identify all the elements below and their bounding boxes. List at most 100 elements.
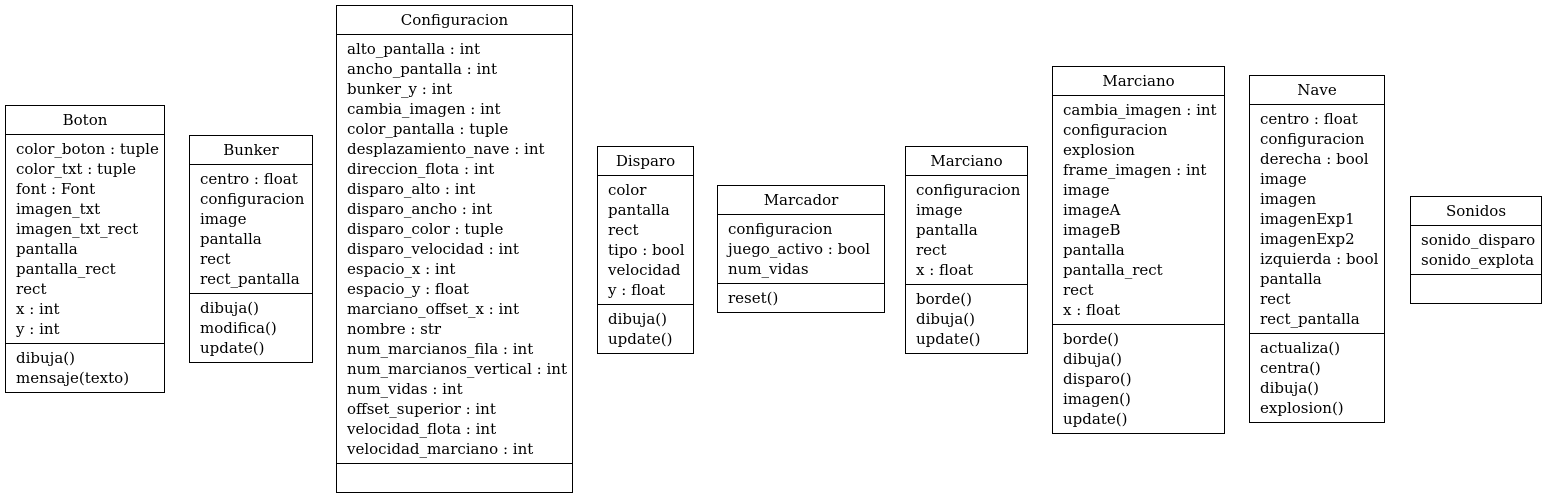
attribute: x : float [1063, 301, 1121, 319]
attribute: pantalla_rect [1063, 261, 1163, 279]
operation: update() [200, 339, 265, 357]
attribute: bunker_y : int [347, 80, 453, 98]
operation: reset() [728, 289, 779, 307]
attribute: rect [1063, 281, 1094, 299]
attribute: rect_pantalla [1260, 310, 1360, 328]
attribute: rect [608, 221, 639, 239]
attribute: imagen_txt [16, 200, 101, 218]
attribute: font : Font [16, 180, 96, 198]
attribute: imageB [1063, 221, 1121, 239]
operations-compartment: dibuja() modifica() update() [190, 294, 312, 362]
attribute: tipo : bool [608, 241, 685, 259]
attribute: espacio_y : float [347, 280, 469, 298]
class-name: Bunker [190, 136, 312, 165]
attribute: x : int [16, 300, 60, 318]
attribute: frame_imagen : int [1063, 161, 1207, 179]
class-configuracion: Configuracion alto_pantalla : int ancho_pa… [336, 5, 573, 493]
attribute: marciano_offset_x : int [347, 300, 519, 318]
attribute: centro : float [200, 170, 298, 188]
attribute: juego_activo : bool [728, 240, 871, 258]
attribute: cambia_imagen : int [1063, 101, 1217, 119]
attribute: pantalla [608, 201, 670, 219]
operations-compartment: dibuja() update() [598, 305, 693, 353]
attribute: direccion_flota : int [347, 160, 495, 178]
class-name: Disparo [598, 147, 693, 176]
operation: dibuja() [608, 310, 667, 328]
operation: dibuja() [1063, 350, 1122, 368]
attribute: configuracion [200, 190, 305, 208]
attribute: num_vidas : int [347, 380, 463, 398]
attributes-compartment: color pantalla rect tipo : bool velocidad y :… [598, 176, 693, 305]
attribute: izquierda : bool [1260, 250, 1379, 268]
attribute: pantalla [1063, 241, 1125, 259]
class-nave: Nave centro : float configuracion derecha :… [1249, 75, 1385, 423]
attribute: configuracion [916, 181, 1021, 199]
attribute: pantalla_rect [16, 260, 116, 278]
attribute: rect [916, 241, 947, 259]
class-name: Marciano [1053, 67, 1224, 96]
class-name: Configuracion [337, 6, 572, 35]
attribute: sonido_explota [1421, 251, 1535, 269]
operation: dibuja() [1260, 379, 1319, 397]
attribute: offset_superior : int [347, 400, 496, 418]
attribute: y : int [16, 320, 60, 338]
attribute: centro : float [1260, 110, 1358, 128]
operation: centra() [1260, 359, 1321, 377]
attribute: disparo_alto : int [347, 180, 476, 198]
attribute: pantalla [16, 240, 78, 258]
attributes-compartment: centro : float configuracion derecha : boo… [1250, 105, 1384, 334]
attribute: configuracion [1063, 121, 1168, 139]
attributes-compartment: color_boton : tuple color_txt : tuple font… [6, 135, 164, 344]
operation: disparo() [1063, 370, 1132, 388]
attribute: image [200, 210, 247, 228]
operation: borde() [1063, 330, 1119, 348]
attribute: num_marcianos_vertical : int [347, 360, 567, 378]
class-marciano-2: Marciano cambia_imagen : int configuracion… [1052, 66, 1225, 434]
attribute: image [916, 201, 963, 219]
attributes-compartment: configuracion juego_activo : bool num_vida… [718, 215, 884, 284]
class-disparo: Disparo color pantalla rect tipo : bool veloc… [597, 146, 694, 354]
operation: update() [916, 330, 981, 348]
attribute: color_boton : tuple [16, 140, 159, 158]
operations-compartment: reset() [718, 284, 884, 312]
attribute: velocidad [608, 261, 681, 279]
attribute: imageA [1063, 201, 1121, 219]
operation: imagen() [1063, 390, 1131, 408]
attribute: ancho_pantalla : int [347, 60, 497, 78]
attribute: disparo_color : tuple [347, 220, 504, 238]
attribute: cambia_imagen : int [347, 100, 501, 118]
attribute: velocidad_marciano : int [347, 440, 534, 458]
class-name: Sonidos [1411, 197, 1541, 226]
attributes-compartment: centro : float configuracion image pantalla… [190, 165, 312, 294]
attribute: pantalla [1260, 270, 1322, 288]
operation: dibuja() [200, 299, 259, 317]
attribute: sonido_disparo [1421, 231, 1536, 249]
class-marciano: Marciano configuracion image pantalla rect x … [905, 146, 1028, 354]
operations-compartment: borde() dibuja() disparo() imagen() update() [1053, 325, 1224, 433]
attribute: image [1260, 170, 1307, 188]
attribute: explosion [1063, 141, 1135, 159]
operations-compartment [1411, 275, 1541, 303]
attribute: color [608, 181, 647, 199]
attribute: pantalla [916, 221, 978, 239]
operation: modifica() [200, 319, 277, 337]
operation: dibuja() [916, 310, 975, 328]
attribute: rect [16, 280, 47, 298]
attribute: rect [1260, 290, 1291, 308]
operations-compartment: dibuja() mensaje(texto) [6, 344, 164, 392]
attribute: color_txt : tuple [16, 160, 136, 178]
attribute: nombre : str [347, 320, 442, 338]
operation: actualiza() [1260, 339, 1341, 357]
attribute: configuracion [1260, 130, 1365, 148]
attribute: configuracion [728, 220, 833, 238]
attributes-compartment: configuracion image pantalla rect x : float [906, 176, 1027, 285]
class-name: Marciano [906, 147, 1027, 176]
operation: explosion() [1260, 399, 1344, 417]
attribute: desplazamiento_nave : int [347, 140, 545, 158]
operations-compartment: borde() dibuja() update() [906, 285, 1027, 353]
attribute: color_pantalla : tuple [347, 120, 509, 138]
operation: update() [1063, 410, 1128, 428]
attribute: pantalla [200, 230, 262, 248]
operation: dibuja() [16, 349, 75, 367]
attribute: disparo_ancho : int [347, 200, 493, 218]
